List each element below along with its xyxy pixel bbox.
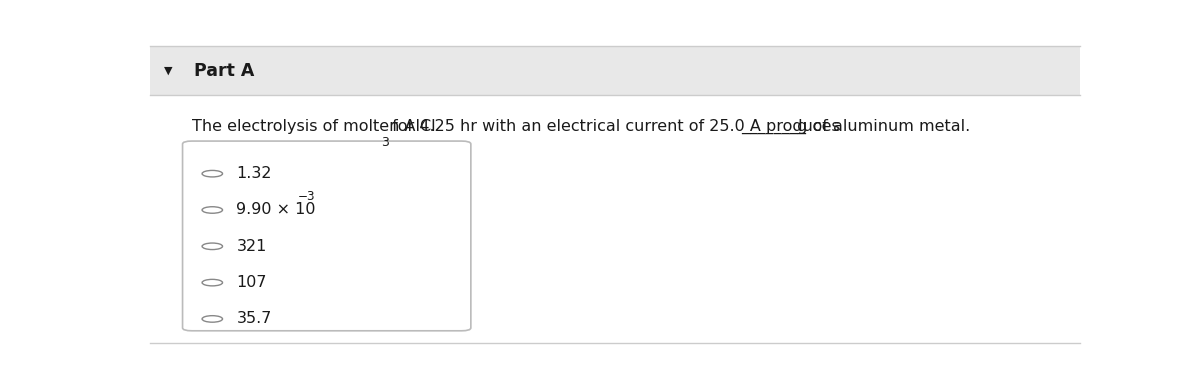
- Text: g of aluminum metal.: g of aluminum metal.: [792, 119, 971, 134]
- Circle shape: [202, 171, 222, 177]
- Text: 3: 3: [380, 136, 389, 149]
- Text: 107: 107: [236, 275, 266, 290]
- Circle shape: [202, 207, 222, 213]
- Text: ▼: ▼: [164, 66, 173, 76]
- Text: Part A: Part A: [193, 62, 254, 80]
- FancyBboxPatch shape: [182, 141, 470, 331]
- Text: ________: ________: [742, 119, 806, 134]
- Text: 1.32: 1.32: [236, 166, 272, 181]
- Text: −3: −3: [298, 190, 316, 203]
- Text: 35.7: 35.7: [236, 311, 272, 326]
- Text: for 4.25 hr with an electrical current of 25.0 A produces: for 4.25 hr with an electrical current o…: [386, 119, 845, 134]
- FancyBboxPatch shape: [150, 46, 1080, 95]
- Text: 9.90 × 10: 9.90 × 10: [236, 203, 316, 218]
- Text: 321: 321: [236, 239, 266, 254]
- Circle shape: [202, 280, 222, 286]
- Circle shape: [202, 316, 222, 322]
- Circle shape: [202, 243, 222, 249]
- Text: The electrolysis of molten AlCl: The electrolysis of molten AlCl: [192, 119, 436, 134]
